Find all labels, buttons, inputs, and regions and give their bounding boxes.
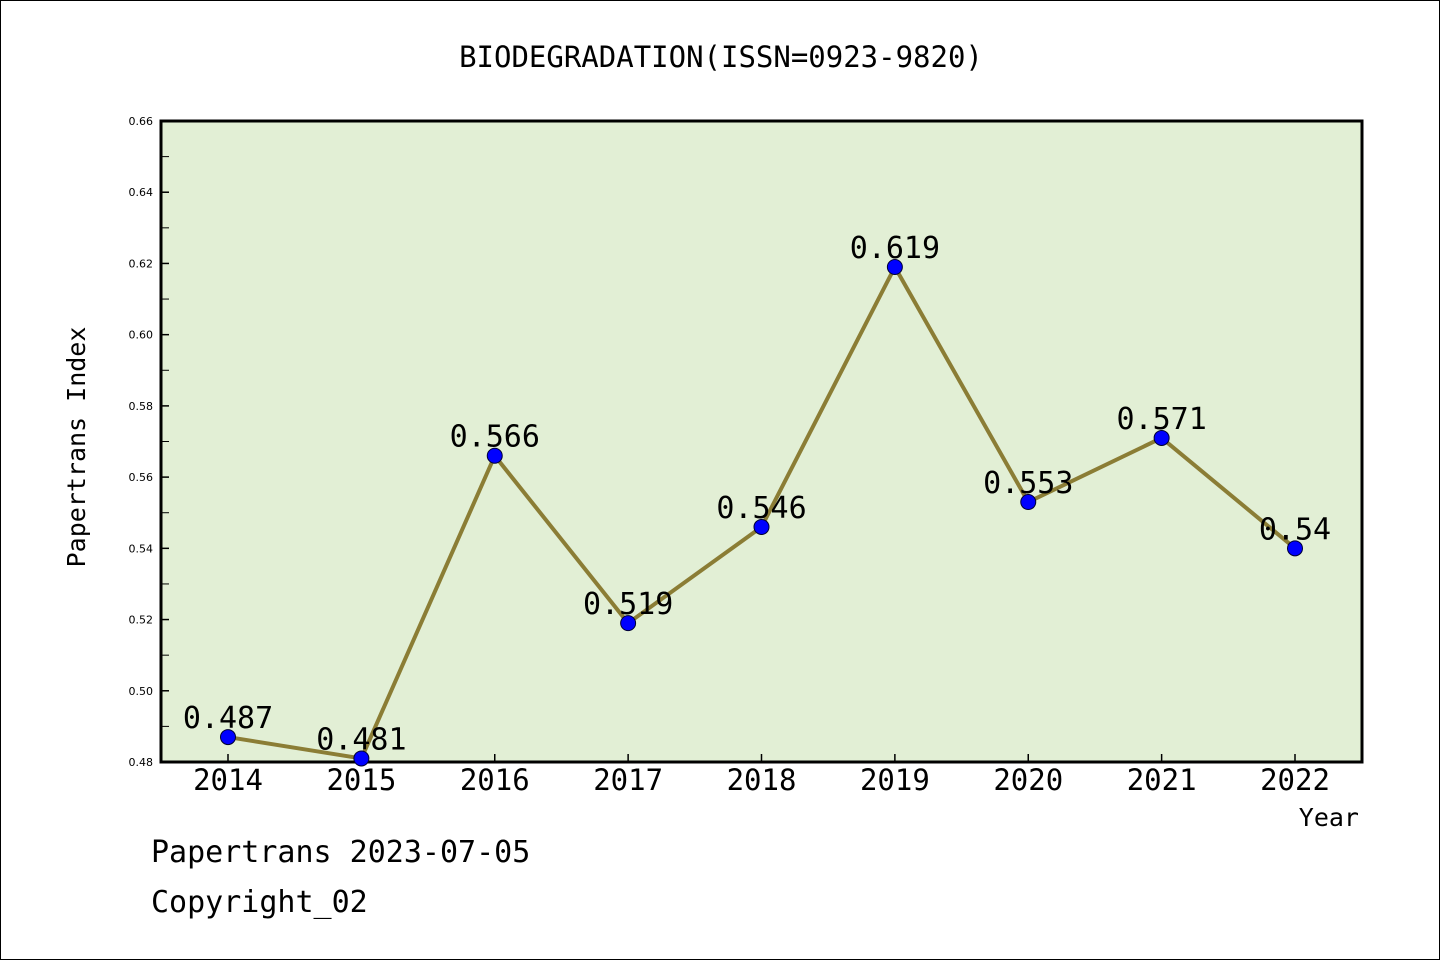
data-point [486, 447, 503, 464]
y-tick-label: 0.62 [129, 257, 154, 270]
y-tick-label: 0.56 [129, 471, 154, 484]
y-tick-label: 0.66 [129, 115, 154, 128]
x-tick-label: 2014 [193, 763, 263, 797]
chart-title: BIODEGRADATION(ISSN=0923-9820) [459, 40, 983, 74]
data-label: 0.553 [983, 466, 1073, 501]
x-axis-label: Year [1299, 803, 1359, 832]
x-tick-label: 2019 [860, 763, 930, 797]
data-point [1287, 540, 1303, 557]
data-point [220, 729, 236, 746]
data-point [353, 750, 370, 767]
footer-date: Papertrans 2023-07-05 [151, 835, 531, 870]
data-series: 0.487 0.481 0.566 0.519 0.546 0.619 0.553 0.571… [183, 231, 1331, 767]
y-tick-label: 0.50 [129, 685, 154, 698]
data-point [886, 259, 903, 276]
data-label: 0.619 [850, 231, 940, 266]
y-axis-label: Papertrans Index [62, 327, 91, 568]
data-label: 0.566 [450, 420, 540, 455]
footer-copyright: Copyright_02 [151, 885, 368, 920]
x-tick-label: 2017 [593, 763, 663, 797]
y-tick-label: 0.48 [129, 756, 154, 769]
x-tick-label: 2016 [460, 763, 530, 797]
y-tick-label: 0.54 [129, 542, 154, 555]
x-tick-label: 2022 [1260, 763, 1330, 797]
y-tick-label: 0.58 [129, 400, 154, 413]
data-label: 0.571 [1116, 402, 1206, 437]
y-tick-label: 0.64 [129, 186, 154, 199]
y-axis: 0.48 0.50 0.52 0.54 0.56 0.58 0.60 0.62 0.64 0.66 [129, 115, 169, 769]
data-label: 0.546 [716, 491, 806, 526]
x-tick-label: 2018 [727, 763, 797, 797]
data-label: 0.487 [183, 701, 273, 736]
x-tick-label: 2020 [993, 763, 1063, 797]
data-label: 0.481 [316, 722, 406, 757]
plot-area [159, 119, 1364, 764]
data-point [1020, 494, 1037, 511]
data-point [753, 518, 770, 535]
data-point [620, 615, 637, 632]
y-tick-label: 0.52 [129, 614, 154, 627]
x-tick-label: 2015 [326, 763, 396, 797]
x-axis: 2014 2015 2016 2017 2018 2019 2020 2021 2022 [193, 754, 1330, 797]
x-tick-label: 2021 [1127, 763, 1197, 797]
data-label: 0.54 [1259, 512, 1331, 547]
y-tick-label: 0.60 [129, 329, 154, 342]
data-point [1153, 429, 1170, 446]
data-label: 0.519 [583, 587, 673, 622]
